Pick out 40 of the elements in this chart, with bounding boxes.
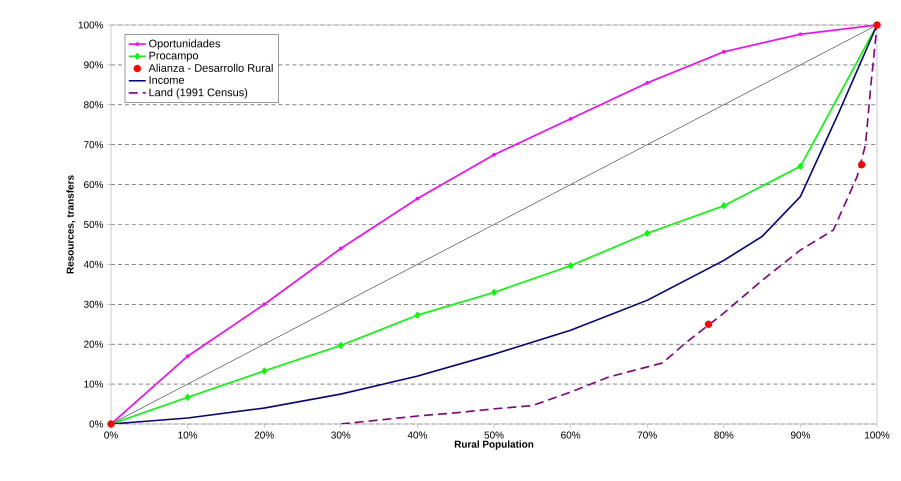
y-tick-label: 60% [84, 181, 104, 188]
y-tick-label: 30% [84, 300, 104, 308]
point [858, 160, 866, 168]
y-tick-label: 40% [84, 260, 104, 268]
legend-label: Alianza - Desarrollo Rural [148, 64, 273, 72]
y-tick-label: 70% [84, 141, 104, 148]
x-tick-label: 70% [638, 432, 657, 439]
point [338, 342, 344, 349]
legend-label: Income [150, 76, 184, 84]
y-axis-title: Resources, transfers [66, 175, 76, 274]
y-tick-label: 20% [84, 340, 104, 348]
point [798, 162, 804, 170]
x-tick-label: 80% [714, 432, 734, 439]
x-tick-label: 90% [790, 432, 810, 439]
legend-label: Oportunidades [149, 39, 220, 50]
x-tick-label: 100% [865, 432, 890, 439]
point [721, 202, 727, 210]
x-tick-label: 60% [561, 432, 580, 439]
point [491, 288, 497, 296]
point [261, 368, 267, 374]
x-tick-label: 0% [104, 432, 118, 439]
point [414, 312, 420, 318]
point [568, 262, 574, 269]
y-tick-label: 80% [84, 101, 104, 108]
x-axis-title: Rural Population [454, 440, 534, 450]
y-tick-label: 0% [89, 420, 104, 428]
y-tick-label: 90% [84, 61, 104, 68]
y-tick-label: 10% [84, 380, 104, 388]
point [704, 320, 712, 328]
x-tick-label: 10% [178, 432, 198, 439]
point [184, 394, 190, 401]
point [644, 230, 650, 237]
x-tick-label: 40% [408, 432, 428, 439]
x-tick-label: 50% [484, 432, 504, 439]
y-tick-label: 50% [84, 220, 104, 228]
x-tick-label: 20% [254, 432, 274, 439]
legend-label: Land (1991 Census) [149, 88, 248, 98]
legend-label: Procampo [149, 52, 198, 62]
x-tick-label: 30% [331, 432, 350, 439]
y-tick-label: 100% [78, 21, 104, 29]
